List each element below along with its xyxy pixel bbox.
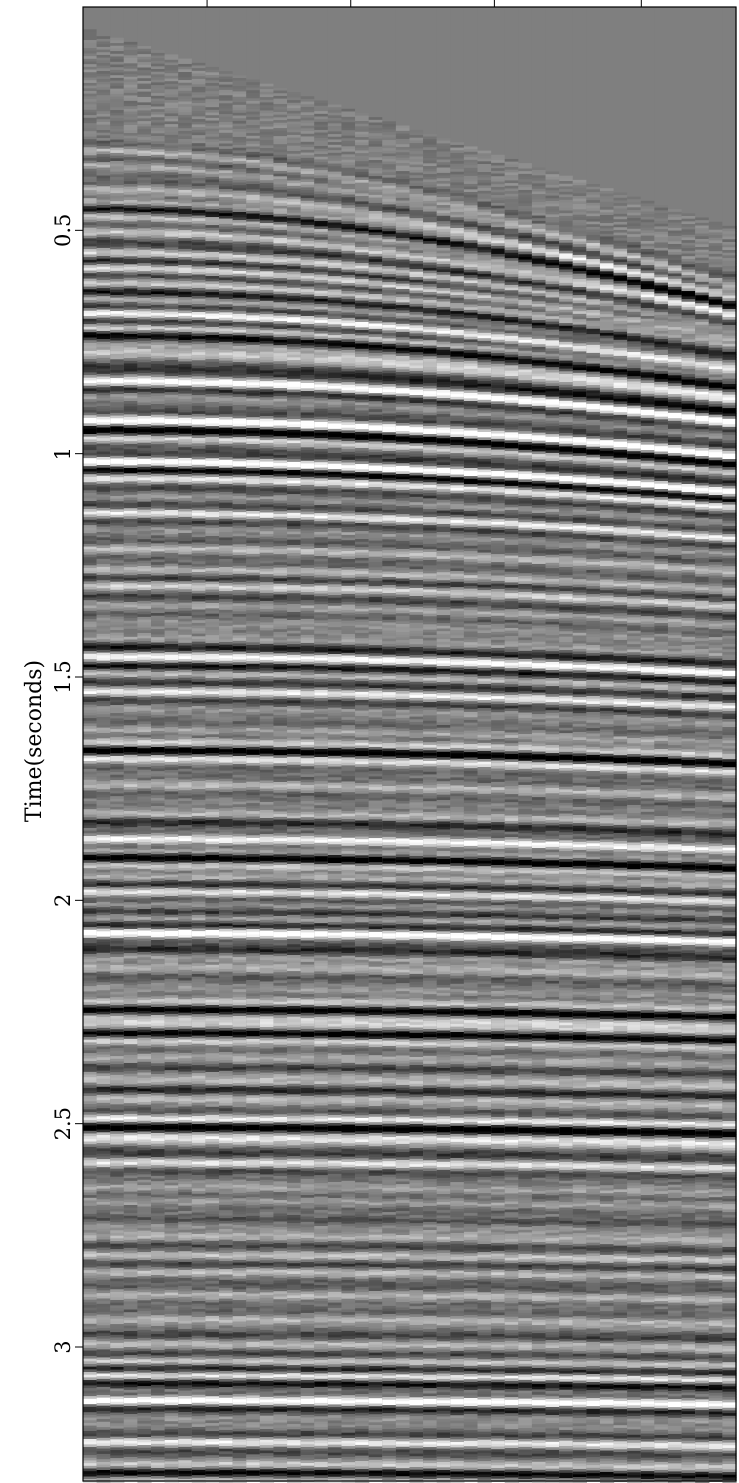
plot-area: 0.511.522.53 [51, 0, 737, 1483]
trace [124, 7, 138, 1482]
trace [178, 7, 192, 1482]
trace [137, 7, 151, 1483]
trace [151, 7, 165, 1482]
trace [205, 7, 219, 1483]
trace [165, 7, 179, 1483]
seismic-traces [83, 7, 737, 1483]
trace [192, 7, 206, 1483]
trace [97, 7, 111, 1483]
trace [110, 7, 124, 1483]
trace [83, 7, 97, 1482]
